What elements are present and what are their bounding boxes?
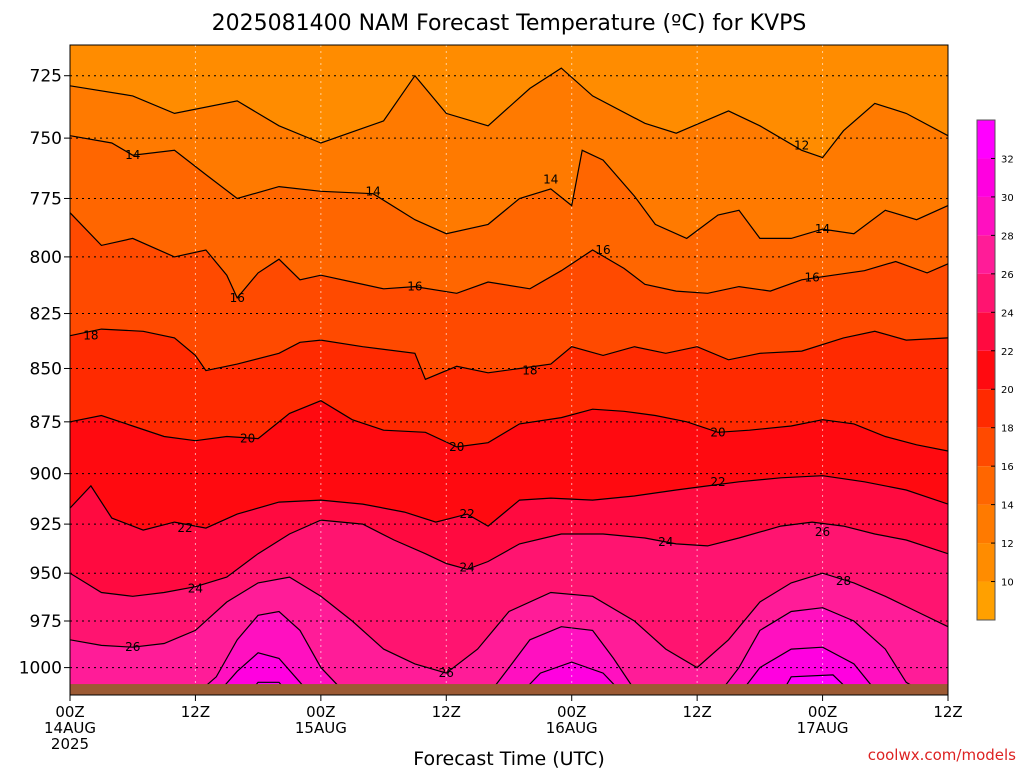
contour-label: 14 (543, 172, 558, 186)
colorbar-segment (977, 196, 995, 236)
colorbar-tick-label: 20 (1001, 385, 1014, 396)
contour-label: 28 (836, 574, 851, 588)
x-tick-label: 00Z (557, 703, 586, 721)
contour-line-30 (70, 646, 948, 695)
colorbar-tick-label: 16 (1001, 462, 1014, 473)
x-tick-label: 12Z (933, 703, 962, 721)
x-tick-label: 17AUG (797, 719, 849, 737)
colorbar-segment (977, 427, 995, 467)
contour-line-20 (70, 400, 948, 452)
x-tick-label: 14AUG (44, 719, 96, 737)
contour-label: 16 (230, 291, 245, 305)
colorbar-tick-label: 24 (1001, 308, 1014, 319)
contour-label: 14 (815, 222, 830, 236)
x-tick-label: 12Z (181, 703, 210, 721)
colorbar-segment (977, 389, 995, 428)
contour-line-14 (70, 135, 948, 240)
x-axis-label: Forecast Time (UTC) (413, 748, 604, 768)
x-tick-label: 12Z (682, 703, 711, 721)
plot-frame (69, 44, 949, 696)
band-fill-30 (70, 647, 948, 695)
y-tick-label: 1000 (19, 659, 62, 679)
colorbar-tick-label: 18 (1001, 424, 1014, 435)
contour-label: 14 (365, 184, 380, 198)
contour-label: 24 (460, 560, 475, 574)
contour-label: 12 (794, 138, 809, 152)
colorbar-segment (977, 273, 995, 313)
contour-label: 16 (407, 280, 422, 294)
contour-label: 18 (83, 329, 98, 343)
x-tick-label: 12Z (432, 703, 461, 721)
y-tick-label: 900 (30, 465, 62, 485)
colorbar-tick-label: 22 (1001, 347, 1014, 358)
y-tick-label: 775 (30, 189, 62, 209)
contour-line-16 (70, 212, 948, 300)
contour-line-18 (70, 328, 948, 381)
y-tick-label: 975 (30, 612, 62, 632)
x-tick-label: 00Z (306, 703, 335, 721)
contour-label: 20 (449, 440, 464, 454)
x-tick-label: 15AUG (295, 719, 347, 737)
colorbar-segment (977, 504, 995, 544)
contour-label: 26 (125, 640, 140, 654)
contour-label: 22 (710, 475, 725, 489)
contour-line-12 (70, 67, 948, 159)
colorbar-frame (976, 119, 996, 621)
contour-label: 14 (125, 148, 140, 162)
colorbar-segment (977, 158, 995, 197)
contour-label: 26 (439, 666, 454, 680)
contour-line-26 (70, 572, 948, 674)
contour-label: 18 (522, 364, 537, 378)
colorbar-tick-label: 28 (1001, 231, 1014, 242)
ground-terrain (70, 684, 948, 695)
colorbar-segment (977, 466, 995, 505)
colorbar-tick-label: 10 (1001, 578, 1014, 589)
contour-line-28 (70, 607, 948, 695)
x-tick-label: 00Z (55, 703, 84, 721)
x-tick-label: 16AUG (546, 719, 598, 737)
contour-label: 24 (658, 535, 673, 549)
contour-label: 16 (804, 270, 819, 284)
x-tick-label: 00Z (808, 703, 837, 721)
colorbar-segment (977, 235, 995, 274)
chart-title: 2025081400 NAM Forecast Temperature (ºC)… (212, 11, 807, 36)
colorbar-tick-label: 12 (1001, 539, 1014, 550)
contour-label: 16 (595, 243, 610, 257)
y-tick-label: 800 (30, 248, 62, 268)
colorbar-segment (977, 120, 995, 159)
contour-label: 22 (177, 521, 192, 535)
y-tick-label: 750 (30, 129, 62, 149)
contour-label: 22 (460, 507, 475, 521)
colorbar-segment (977, 543, 995, 582)
contour-label: 20 (710, 425, 725, 439)
y-tick-label: 825 (30, 305, 62, 325)
contour-label: 20 (240, 432, 255, 446)
y-tick-label: 725 (30, 67, 62, 87)
colorbar-segment (977, 312, 995, 351)
contour-line-22 (70, 475, 948, 531)
colorbar-tick-label: 32 (1001, 154, 1014, 165)
y-tick-label: 925 (30, 515, 62, 535)
x-tick-label: 2025 (51, 735, 89, 753)
credit-text: coolwx.com/models (868, 746, 1016, 764)
colorbar-tick-label: 14 (1001, 501, 1014, 512)
contour-label: 24 (188, 582, 203, 596)
colorbar-tick-label: 30 (1001, 193, 1014, 204)
y-tick-label: 850 (30, 359, 62, 379)
colorbar-tick-label: 26 (1001, 270, 1014, 281)
contour-label: 26 (815, 525, 830, 539)
y-tick-label: 950 (30, 564, 62, 584)
contour-line-24 (70, 519, 948, 597)
colorbar-segment (977, 581, 995, 620)
y-tick-label: 875 (30, 413, 62, 433)
colorbar-segment (977, 350, 995, 390)
